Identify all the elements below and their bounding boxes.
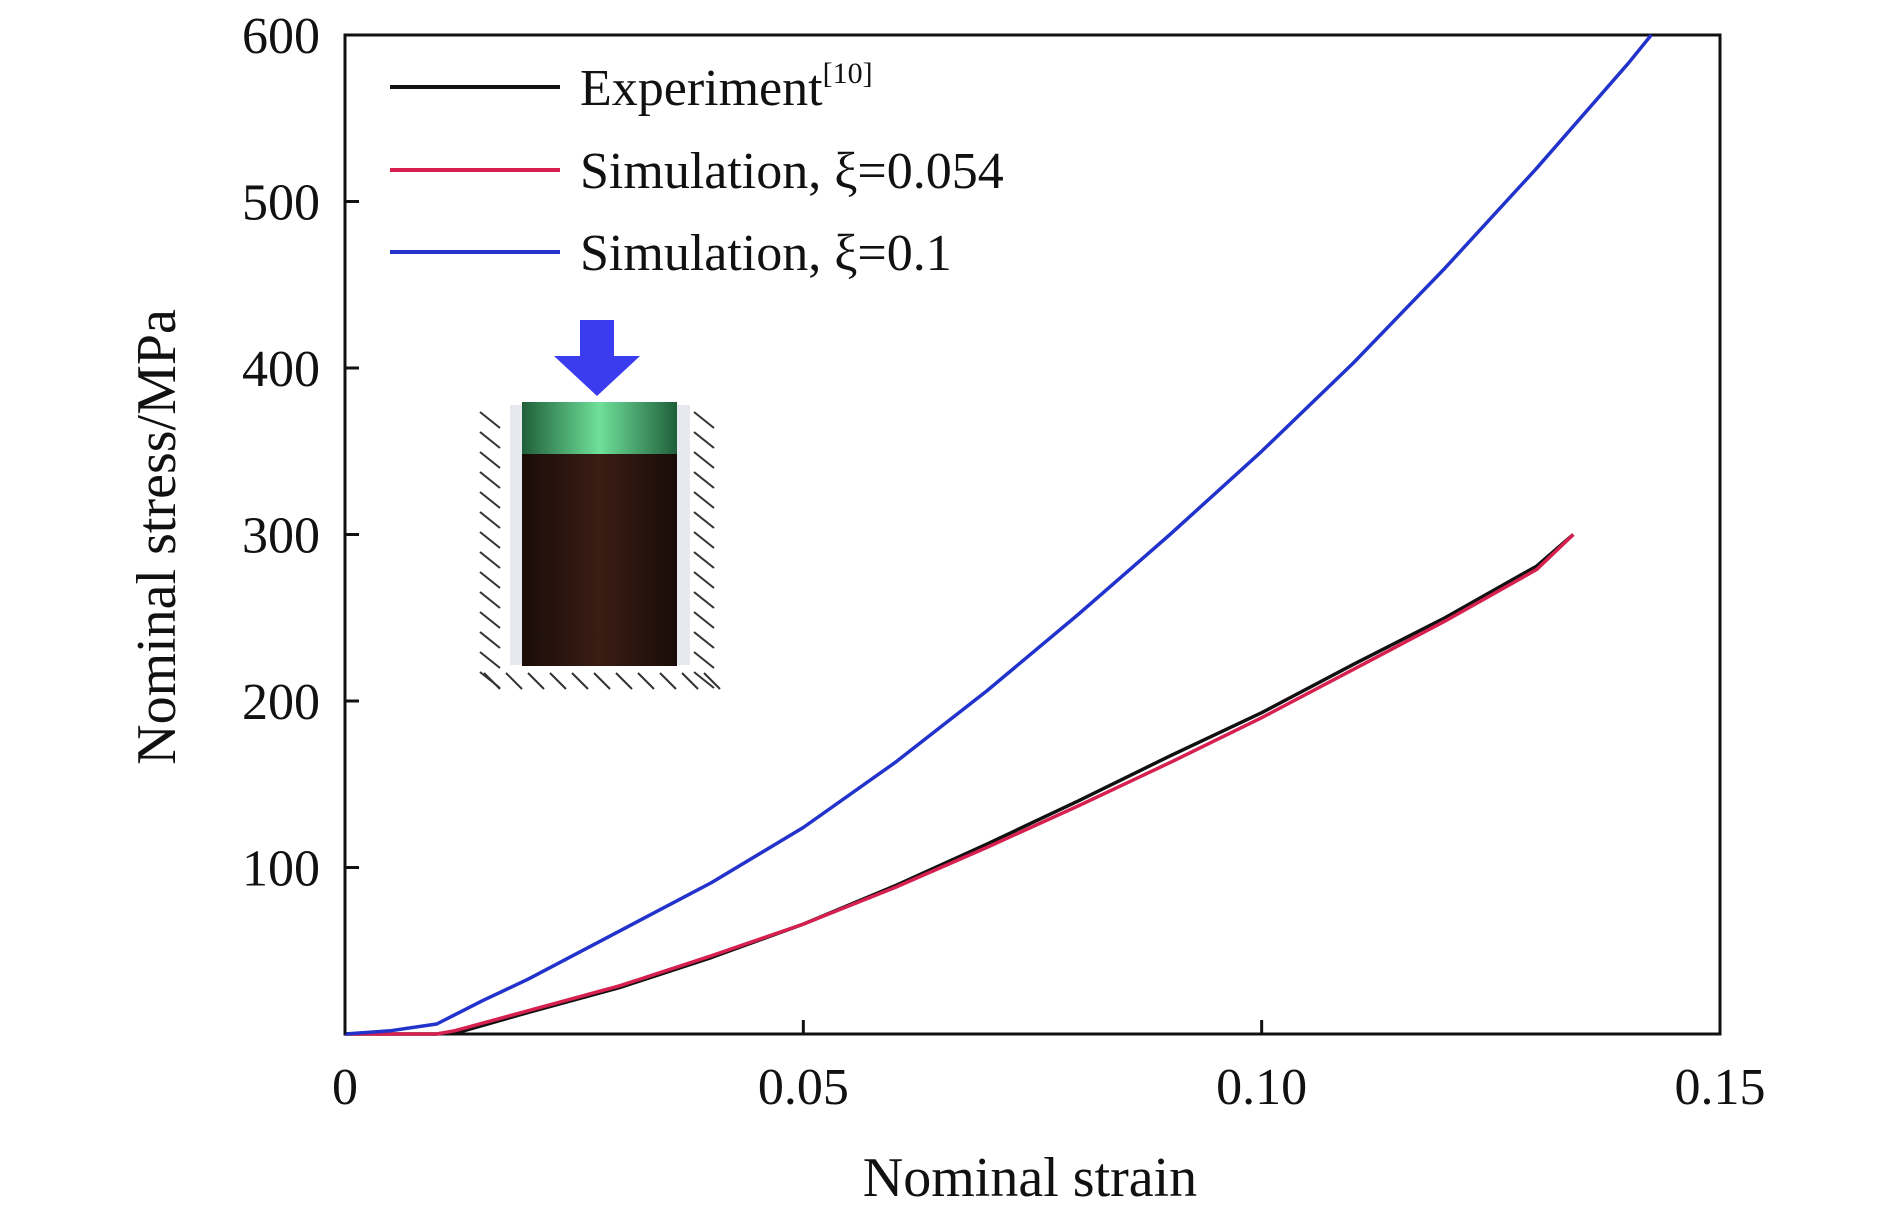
y-tick-label: 200 (242, 674, 320, 731)
hatch-mark (479, 631, 501, 649)
legend-superscript: [10] (823, 57, 873, 90)
hatch-mark (571, 672, 589, 690)
y-tick-label: 100 (242, 841, 320, 898)
hatch-mark (693, 451, 715, 469)
hatch-mark (693, 511, 715, 529)
x-tick-label: 0.10 (1216, 1059, 1307, 1116)
hatch-mark (703, 672, 721, 690)
hatch-mark (659, 672, 677, 690)
specimen-inset (479, 320, 721, 690)
legend-label-simulation-01: Simulation, ξ=0.1 (580, 225, 952, 282)
hatch-mark (479, 571, 501, 589)
hatch-mark (693, 651, 715, 669)
hatch-mark (681, 672, 699, 690)
hatch-mark (479, 651, 501, 669)
hatch-mark (479, 511, 501, 529)
series-line-1 (345, 533, 1575, 1036)
inset-cap (522, 402, 677, 454)
hatch-mark (693, 631, 715, 649)
hatch-mark (693, 491, 715, 509)
hatch-mark (479, 411, 501, 429)
x-tick-label: 0.15 (1675, 1059, 1766, 1116)
hatch-mark (637, 672, 655, 690)
hatch-mark (693, 531, 715, 549)
hatch-mark (479, 471, 501, 489)
inset-specimen (522, 454, 677, 666)
y-tick-label: 500 (242, 175, 320, 232)
x-tick-label: 0 (332, 1059, 358, 1116)
hatch-mark (693, 551, 715, 569)
series-layer (344, 33, 1653, 1036)
y-tick-label: 600 (242, 8, 320, 65)
inset-hatching (479, 411, 721, 690)
hatch-mark (479, 591, 501, 609)
hatch-mark (479, 551, 501, 569)
load-arrow-icon (554, 320, 640, 396)
hatch-mark (479, 531, 501, 549)
legend: Experiment[10] Simulation, ξ=0.054 Simul… (390, 57, 1004, 282)
legend-label-experiment: Experiment[10] (580, 57, 873, 117)
hatch-mark (693, 411, 715, 429)
legend-label-simulation-0054: Simulation, ξ=0.054 (580, 143, 1004, 200)
hatch-mark (479, 451, 501, 469)
y-tick-label: 400 (242, 341, 320, 398)
hatch-mark (483, 672, 501, 690)
hatch-mark (693, 671, 715, 689)
y-tick-label: 300 (242, 508, 320, 565)
hatch-mark (593, 672, 611, 690)
hatch-mark (479, 611, 501, 629)
hatch-mark (549, 672, 567, 690)
y-axis-label: Nominal stress/MPa (126, 309, 188, 765)
tick-layer: 0 0.05 0.10 0.15 100 200 300 400 500 600 (242, 8, 1766, 1116)
hatch-mark (693, 471, 715, 489)
series-line-0 (345, 533, 1575, 1036)
hatch-mark (479, 491, 501, 509)
hatch-mark (693, 591, 715, 609)
hatch-mark (527, 672, 545, 690)
hatch-mark (693, 571, 715, 589)
hatch-mark (693, 431, 715, 449)
hatch-mark (505, 672, 523, 690)
hatch-mark (693, 611, 715, 629)
x-tick-label: 0.05 (758, 1059, 849, 1116)
hatch-mark (615, 672, 633, 690)
x-axis-label: Nominal strain (863, 1147, 1197, 1209)
series-line-2 (344, 33, 1653, 1036)
hatch-mark (479, 431, 501, 449)
